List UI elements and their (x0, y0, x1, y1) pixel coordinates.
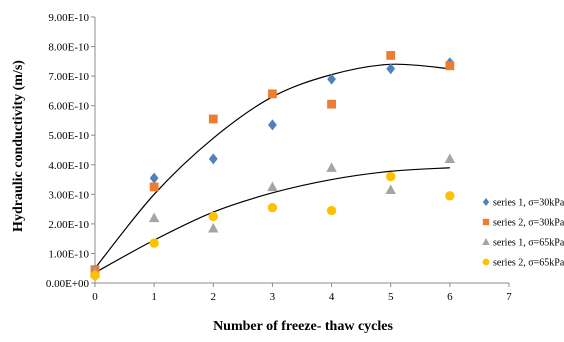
legend-marker (482, 218, 490, 226)
series-3-point (148, 212, 160, 223)
series-3-point (326, 162, 337, 172)
series-3-point (385, 184, 396, 195)
x-tick-label: 2 (211, 291, 217, 303)
y-tick-label: 0.00E+00 (46, 278, 90, 290)
x-tick-label: 1 (151, 291, 157, 303)
y-tick-label: 8.00E-10 (48, 42, 89, 54)
plot-area: 0.00E+00 1.00E-10 2.00E-10 3.00E-10 4.00E-10… (46, 12, 512, 303)
y-tick-label: 7.00E-10 (48, 71, 89, 83)
series-2-point (327, 99, 336, 109)
x-axis-title: Number of freeze- thaw cycles (213, 319, 393, 334)
y-tick-label: 1.00E-10 (48, 248, 89, 260)
series-1-point (268, 119, 277, 131)
legend-marker (482, 238, 490, 245)
series-3-point (267, 181, 278, 192)
series-4-point (326, 205, 337, 216)
series-2-point (445, 61, 455, 71)
series-1-point (149, 172, 159, 184)
legend-marker (482, 258, 490, 266)
series-4-point (149, 238, 159, 248)
x-tick-label: 5 (388, 291, 394, 303)
series-2-point (268, 89, 277, 99)
series-3-point (444, 153, 456, 163)
series-2-point (208, 114, 218, 124)
y-tick-label: 3.00E-10 (48, 189, 89, 201)
series-4-point (386, 171, 396, 182)
series-3-point (208, 222, 219, 233)
y-axis-title: Hydraulic conductivity (m/s) (11, 60, 26, 232)
y-tick-label: 2.00E-10 (48, 219, 89, 231)
legend-label: series 1, σ=65kPa (493, 238, 564, 249)
series-2-point (149, 182, 159, 192)
legend: series 1, σ=30kPa series 2, σ=30kPa series… (482, 198, 564, 269)
legend-label: series 2, σ=30kPa (493, 218, 564, 229)
x-tick-label: 0 (92, 291, 98, 303)
legend-label: series 1, σ=30kPa (493, 198, 564, 209)
legend-marker (482, 198, 490, 206)
series-1-point (327, 73, 336, 85)
series-2-point (386, 51, 396, 60)
series-4-point (208, 211, 218, 222)
series-1-point (386, 63, 396, 75)
y-tick-label: 6.00E-10 (48, 101, 89, 113)
series-4-point (445, 191, 455, 201)
x-tick-label: 3 (270, 291, 276, 303)
y-tick-label: 5.00E-10 (48, 130, 89, 142)
y-tick-label: 9.00E-10 (48, 12, 89, 24)
y-tick-label: 4.00E-10 (48, 160, 89, 172)
series-4-point (267, 202, 278, 213)
x-tick-label: 4 (329, 291, 335, 303)
x-tick-label: 7 (506, 291, 512, 303)
legend-label: series 2, σ=65kPa (493, 258, 564, 269)
x-tick-label: 6 (447, 291, 453, 303)
series-4-point (90, 270, 100, 281)
series-1-point (208, 153, 218, 165)
